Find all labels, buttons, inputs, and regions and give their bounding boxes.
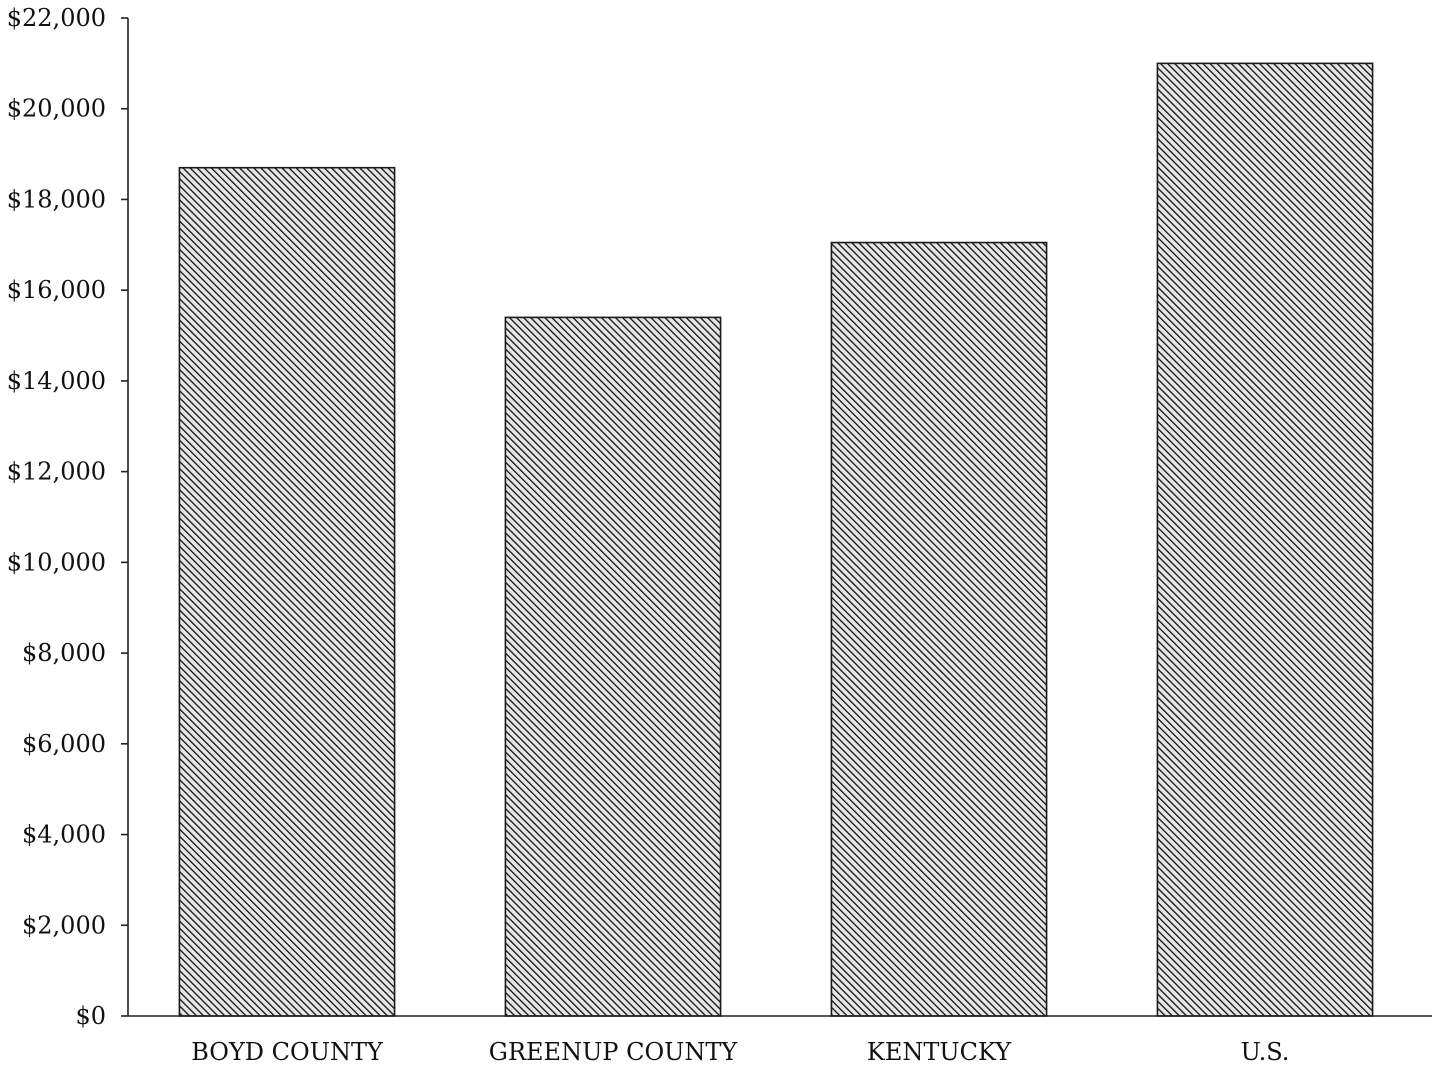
y-tick-label: $22,000 [7,4,106,32]
x-category-label: KENTUCKY [867,1038,1012,1066]
bars-group [178,62,1374,1017]
y-tick-label: $10,000 [7,548,106,576]
y-tick-label: $0 [75,1002,106,1030]
y-tick-label: $4,000 [22,821,106,849]
x-category-label: GREENUP COUNTY [489,1038,739,1066]
bar-u-s [1156,62,1374,1017]
y-tick-label: $2,000 [22,911,106,939]
y-tick-label: $14,000 [7,367,106,395]
x-category-label: U.S. [1241,1038,1290,1066]
y-tick-label: $20,000 [7,95,106,123]
y-tick-label: $12,000 [7,458,106,486]
y-axis-ticks: $0 $2,000 $4,000 $6,000 $8,000 $10,000 $12,000… [7,4,128,1030]
y-tick-label: $18,000 [7,185,106,213]
y-tick-label: $8,000 [22,639,106,667]
y-tick-label: $16,000 [7,276,106,304]
bar-greenup-county [504,316,722,1017]
axes-group [127,18,1432,1017]
x-category-label: BOYD COUNTY [191,1038,384,1066]
bar-kentucky [830,241,1048,1017]
x-axis-labels: BOYD COUNTY GREENUP COUNTY KENTUCKY U.S. [191,1038,1289,1066]
bar-boyd-county [178,166,396,1017]
y-tick-label: $6,000 [22,730,106,758]
